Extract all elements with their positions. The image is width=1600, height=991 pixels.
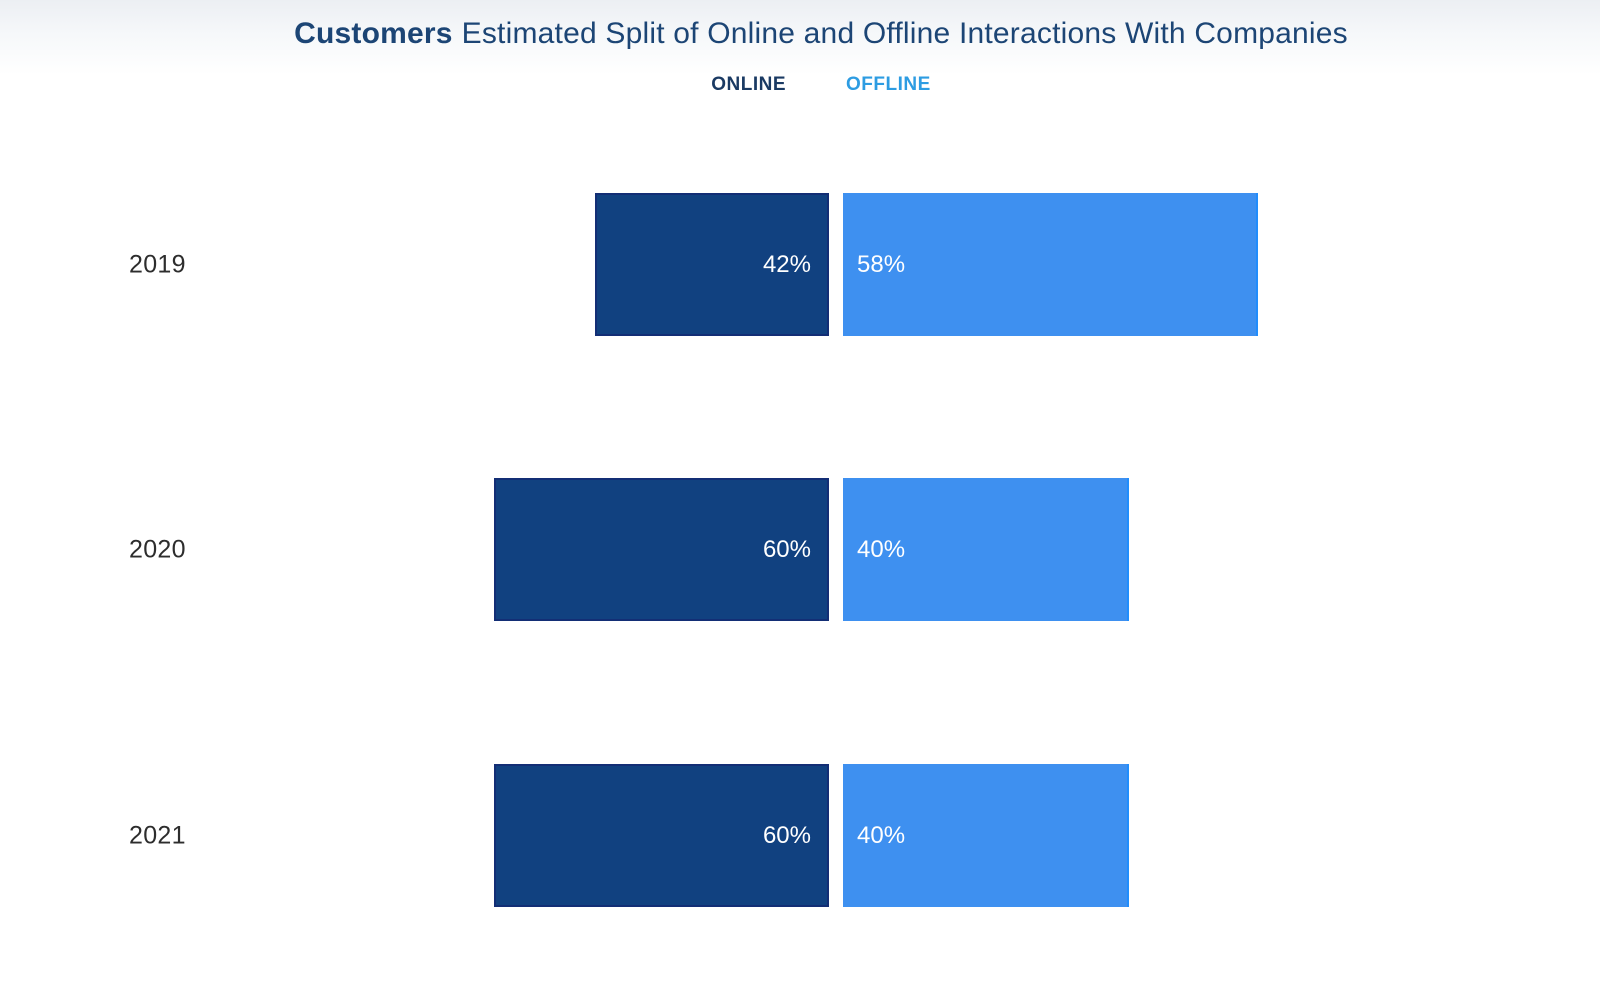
title-rest: Estimated Split of Online and Offline In… (461, 17, 1348, 50)
title-highlight: Customers (294, 17, 453, 50)
chart-row-2020: 2020 60% 40% (0, 478, 1600, 621)
chart-row-2021: 2021 60% 40% (0, 764, 1600, 907)
bar-online-2021[interactable]: 60% (494, 764, 829, 907)
bar-value-label: 58% (857, 250, 906, 278)
category-label-2019: 2019 (129, 250, 186, 278)
bar-online-2020[interactable]: 60% (494, 478, 829, 621)
bar-value-label: 60% (762, 535, 811, 563)
bar-value-label: 60% (762, 821, 811, 849)
chart-legend: ONLINE OFFLINE (711, 74, 931, 96)
bar-online-2019[interactable]: 42% (595, 193, 829, 336)
bar-value-label: 42% (762, 250, 811, 278)
category-label-2021: 2021 (129, 821, 186, 849)
chart-row-2019: 2019 42% 58% (0, 193, 1600, 336)
bar-offline-2020[interactable]: 40% (843, 478, 1129, 621)
legend-item-online[interactable]: ONLINE (711, 74, 786, 95)
bar-offline-2021[interactable]: 40% (843, 764, 1129, 907)
legend-item-offline[interactable]: OFFLINE (846, 74, 931, 95)
chart-title: Customers Estimated Split of Online and O… (294, 17, 1348, 51)
bar-value-label: 40% (857, 535, 906, 563)
category-label-2020: 2020 (129, 535, 186, 563)
bar-value-label: 40% (857, 821, 906, 849)
bar-offline-2019[interactable]: 58% (843, 193, 1258, 336)
